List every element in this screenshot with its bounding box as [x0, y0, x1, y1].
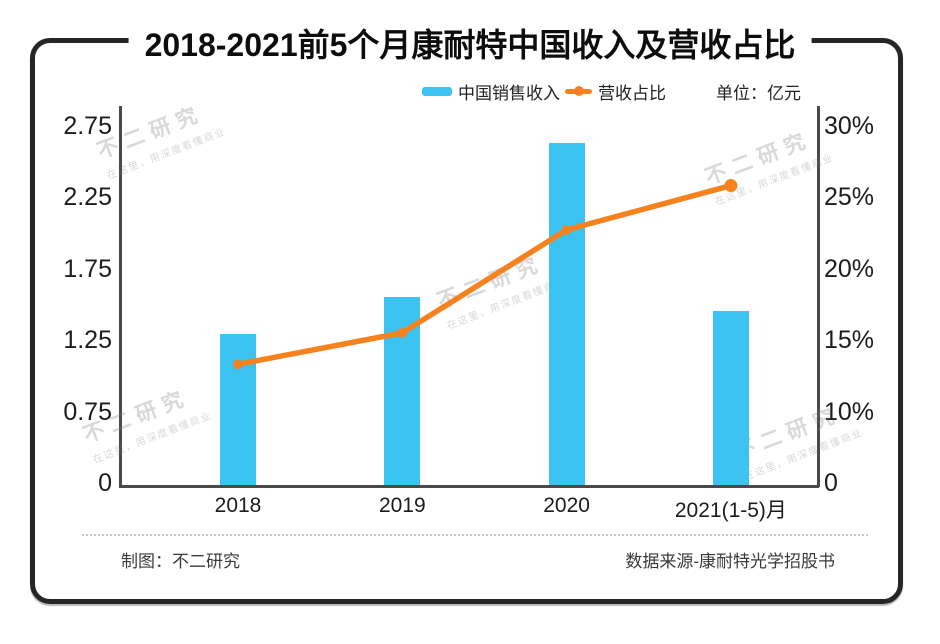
y-tick-label-left: 1.75 [63, 254, 112, 283]
bar-2021(1-5)月 [712, 311, 749, 485]
y-tick-label-right: 10% [824, 397, 875, 426]
y-tick-label-right: 0 [824, 469, 838, 497]
y-tick-label-right: 15% [824, 326, 875, 354]
x-tick-label: 2018 [214, 494, 262, 517]
bar-2019 [384, 297, 421, 485]
legend-line-label: 营收占比 [598, 83, 666, 103]
y-tick-label-left: 0 [98, 469, 112, 497]
legend: 中国销售收入 营收占比 单位：亿元 [422, 81, 801, 103]
y-tick-label-left: 0.75 [63, 397, 112, 426]
footer-separator [82, 534, 868, 536]
y-tick-label-left: 1.25 [63, 326, 112, 354]
y-tick-label-right: 25% [824, 183, 875, 211]
y-tick-label-left: 2.75 [63, 111, 112, 140]
y-tick-label-right: 30% [824, 111, 875, 140]
y-tick-label-right: 20% [824, 254, 875, 283]
legend-bar-label: 中国销售收入 [458, 83, 560, 103]
x-axis [119, 485, 819, 488]
y-axis-right [817, 106, 820, 487]
legend-bar-swatch-icon [422, 86, 452, 96]
chart-title: 2018-2021前5个月康耐特中国收入及营收占比 [128, 22, 812, 68]
x-tick-label: 2019 [378, 494, 426, 517]
footer-credit: 制图：不二研究 [121, 552, 240, 571]
x-tick-label: 2020 [543, 494, 590, 517]
legend-line-dot-icon [574, 86, 584, 96]
y-axis-left [119, 106, 122, 487]
unit-label: 单位：亿元 [716, 83, 801, 103]
legend-line-marker-icon [565, 86, 592, 96]
y-tick-label-left: 2.25 [63, 183, 112, 211]
footer-source: 数据来源-康耐特光学招股书 [625, 552, 835, 571]
bar-2018 [220, 334, 256, 485]
x-tick-label: 2021(1-5)月 [674, 499, 787, 522]
bar-2020 [548, 142, 585, 485]
